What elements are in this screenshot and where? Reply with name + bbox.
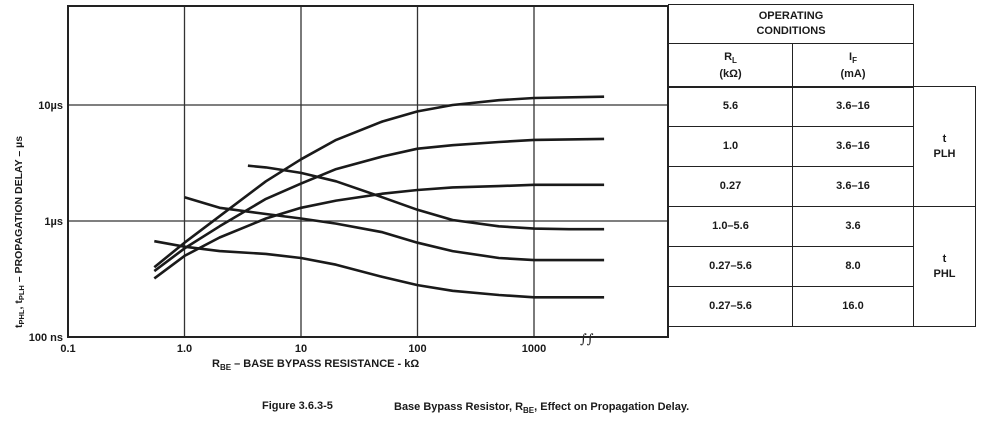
table-cell-if: 3.6–16 xyxy=(792,86,914,127)
col-header-rl-text: RL (kΩ) xyxy=(719,50,742,80)
table-cell-rl: 0.27–5.6 xyxy=(668,246,793,287)
series-line-3 xyxy=(153,183,605,280)
series-line-6 xyxy=(154,239,605,299)
group-tplh: t PLH xyxy=(913,86,976,207)
plot-frame xyxy=(67,5,669,338)
table-cell-rl: 1.0–5.6 xyxy=(668,206,793,247)
table-cell-rl: 1.0 xyxy=(668,126,793,167)
x-tick-label: 1000 xyxy=(522,343,546,355)
tick-labels: 0.1 1.0 10 100 1000 100 ns 1µs 10µs xyxy=(29,100,546,355)
series-line-1 xyxy=(153,95,605,269)
series-line-2 xyxy=(153,137,605,273)
table-cell-rl: 0.27 xyxy=(668,166,793,207)
table-cell-if: 3.6 xyxy=(792,206,914,247)
table-cell-if: 3.6–16 xyxy=(792,166,914,207)
table-cell-if: 8.0 xyxy=(792,246,914,287)
table-header: OPERATING CONDITIONS xyxy=(668,4,914,44)
col-header-if: IF (mA) xyxy=(792,43,914,88)
series-line-5 xyxy=(184,196,605,262)
table-cell-rl: 5.6 xyxy=(668,86,793,127)
x-tick-label: 1.0 xyxy=(177,343,192,355)
table-cell-if: 3.6–16 xyxy=(792,126,914,167)
y-axis-label: tPHL, tPLH – PROPAGATION DELAY – µs xyxy=(13,136,26,328)
y-tick-label: 10µs xyxy=(38,100,63,112)
x-tick-label: 100 xyxy=(408,343,426,355)
grid xyxy=(68,6,668,337)
group-tplh-text: t PLH xyxy=(933,132,956,160)
series-group xyxy=(153,95,605,299)
x-axis-label: RBE – BASE BYPASS RESISTANCE - kΩ xyxy=(212,358,419,372)
col-header-if-text: IF (mA) xyxy=(840,50,866,80)
x-tick-label: 0.1 xyxy=(60,343,75,355)
table-header-text: OPERATING CONDITIONS xyxy=(756,10,826,37)
figure-number: Figure 3.6.3-5 xyxy=(262,400,333,412)
group-tphl: t PHL xyxy=(913,206,976,327)
y-tick-label: 100 ns xyxy=(29,332,63,344)
axis-break-mark: ∫∫ xyxy=(580,332,594,347)
table-cell-if: 16.0 xyxy=(792,286,914,327)
col-header-rl: RL (kΩ) xyxy=(668,43,793,88)
x-tick-label: 10 xyxy=(295,343,307,355)
figure-caption-text: Base Bypass Resistor, RBE, Effect on Pro… xyxy=(394,401,690,416)
series-line-4 xyxy=(247,164,605,231)
table-cell-rl: 0.27–5.6 xyxy=(668,286,793,327)
y-tick-label: 1µs xyxy=(44,216,63,228)
group-tphl-text: t PHL xyxy=(933,252,956,280)
